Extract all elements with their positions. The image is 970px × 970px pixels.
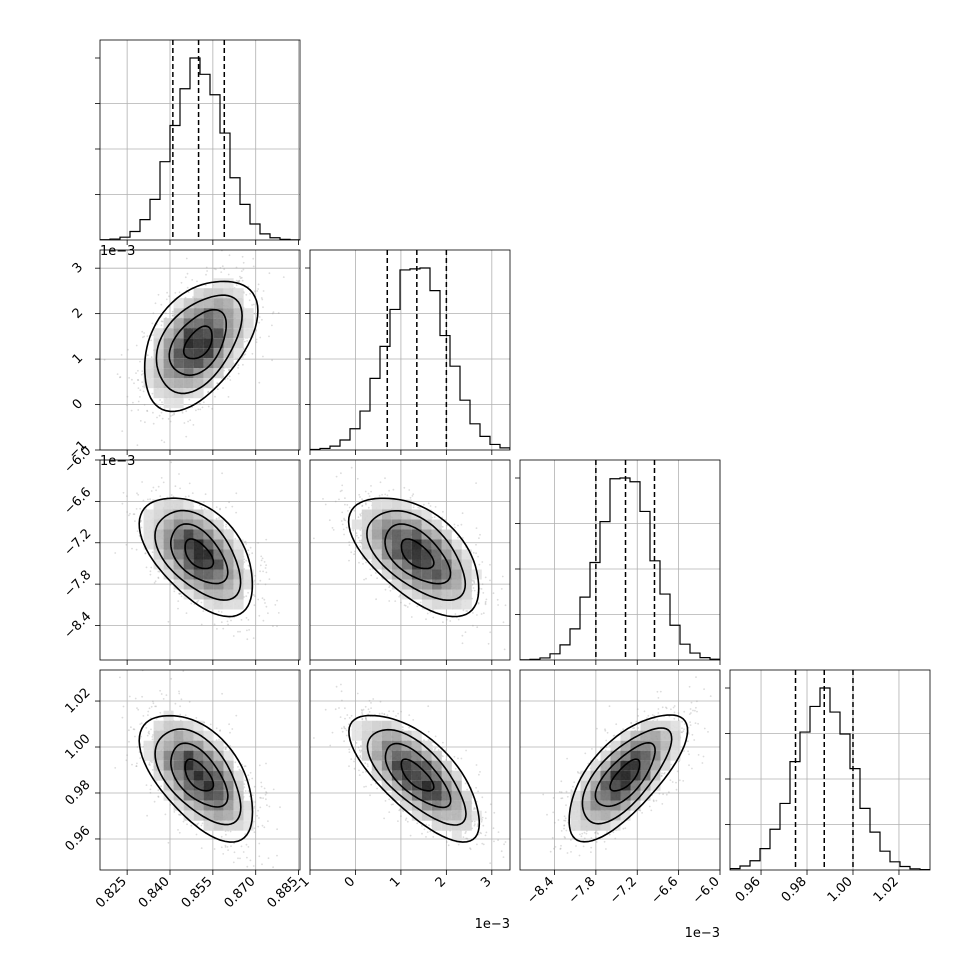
panel-3-1: −1 0 1 2 31e−3 [289, 669, 511, 932]
contour-0 [184, 538, 215, 570]
panel-frame [309, 249, 511, 451]
x-tick-label: 2 [433, 874, 449, 890]
density-cells [143, 710, 254, 831]
x-tick-label: 0.98 [779, 874, 810, 905]
density-cells [351, 499, 482, 610]
panel-frame [99, 39, 301, 241]
x-tick-label: −7.2 [607, 874, 640, 907]
y-tick-label: −7.8 [62, 568, 95, 601]
y-tick-label: 3 [70, 260, 86, 276]
x-tick-label: 0.870 [222, 874, 259, 911]
y-tick-label: 0.98 [62, 777, 93, 808]
contour-3 [568, 714, 689, 843]
x-exponent-label: 1e−3 [685, 926, 720, 941]
contour-1 [170, 523, 229, 585]
panel-frame [99, 249, 301, 451]
contour-2 [581, 727, 673, 825]
contour-3 [347, 497, 480, 618]
contour-2 [366, 728, 467, 826]
x-tick-label: 1.02 [871, 874, 902, 905]
y-tick-label: 1.02 [62, 685, 93, 716]
contour-0 [609, 758, 641, 792]
contour-3 [138, 497, 254, 618]
panel-frame [309, 669, 511, 871]
panel-frame [519, 669, 721, 871]
panel-frame [729, 669, 931, 871]
histogram-0 [100, 57, 300, 240]
contour-2 [154, 509, 242, 601]
contour-1 [170, 742, 229, 808]
contour-1 [384, 523, 452, 585]
x-tick-label: 1.00 [825, 874, 856, 905]
y-tick-label: 2 [70, 305, 86, 321]
contour-2 [155, 294, 243, 395]
panel-2-1 [309, 459, 511, 665]
y-tick-label: 0 [70, 396, 86, 412]
histogram-1 [310, 267, 510, 450]
contour-1 [594, 741, 656, 808]
x-tick-label: −8.4 [524, 874, 557, 907]
x-tick-label: −6.0 [690, 874, 723, 907]
density-cells [143, 278, 254, 409]
panel-0-0 [95, 39, 301, 245]
histogram-3 [730, 687, 930, 870]
x-tick-label: 0.825 [93, 874, 130, 911]
histogram-2 [520, 477, 720, 660]
contour-1 [384, 742, 452, 809]
y-tick-label: 1 [70, 351, 86, 367]
panel-3-0: 0.960.981.001.020.825 0.840 0.855 0.870 0.88… [62, 669, 301, 911]
x-tick-label: −7.8 [566, 874, 599, 907]
panel-frame [309, 459, 511, 661]
panel-3-3: 0.96 0.98 1.00 1.02 [725, 669, 931, 905]
panel-frame [99, 669, 301, 871]
panel-2-0: −8.4−7.8−7.2−6.6−6.0 1e−3 [62, 444, 301, 665]
contour-3 [348, 714, 481, 843]
x-tick-label: 0.840 [136, 874, 173, 911]
x-tick-label: 1 [387, 874, 403, 890]
contour-3 [143, 280, 259, 413]
contour-0 [182, 325, 213, 360]
contour-0 [400, 758, 435, 792]
x-exponent-label: 1e−3 [475, 917, 510, 932]
x-tick-label: 3 [478, 874, 494, 890]
x-tick-label: −6.6 [649, 874, 682, 907]
y-tick-label: 1.00 [62, 731, 93, 762]
contour-0 [400, 538, 435, 570]
y-exponent-label: 1e−3 [100, 454, 135, 469]
panel-frame [519, 459, 721, 661]
y-tick-label: 0.96 [62, 823, 93, 854]
panel-2-2 [515, 459, 721, 665]
contour-3 [138, 714, 254, 843]
panel-frame [99, 459, 301, 661]
y-tick-label: −8.4 [62, 609, 95, 642]
x-tick-label: 0.855 [179, 874, 216, 911]
x-tick-label: 0 [342, 874, 358, 890]
contour-2 [154, 728, 242, 826]
panel-3-2: −8.4 −7.8 −7.2 −6.6 −6.0 1e−3 [519, 669, 723, 941]
y-exponent-label: 1e−3 [100, 244, 135, 259]
x-tick-label: 0.96 [733, 874, 764, 905]
y-tick-label: −7.2 [62, 526, 95, 559]
contour-1 [168, 308, 227, 377]
y-tick-label: −6.6 [62, 485, 95, 518]
panel-1-1 [305, 249, 511, 455]
contour-2 [366, 510, 467, 601]
contour-0 [184, 758, 215, 792]
density-cells [570, 720, 681, 831]
